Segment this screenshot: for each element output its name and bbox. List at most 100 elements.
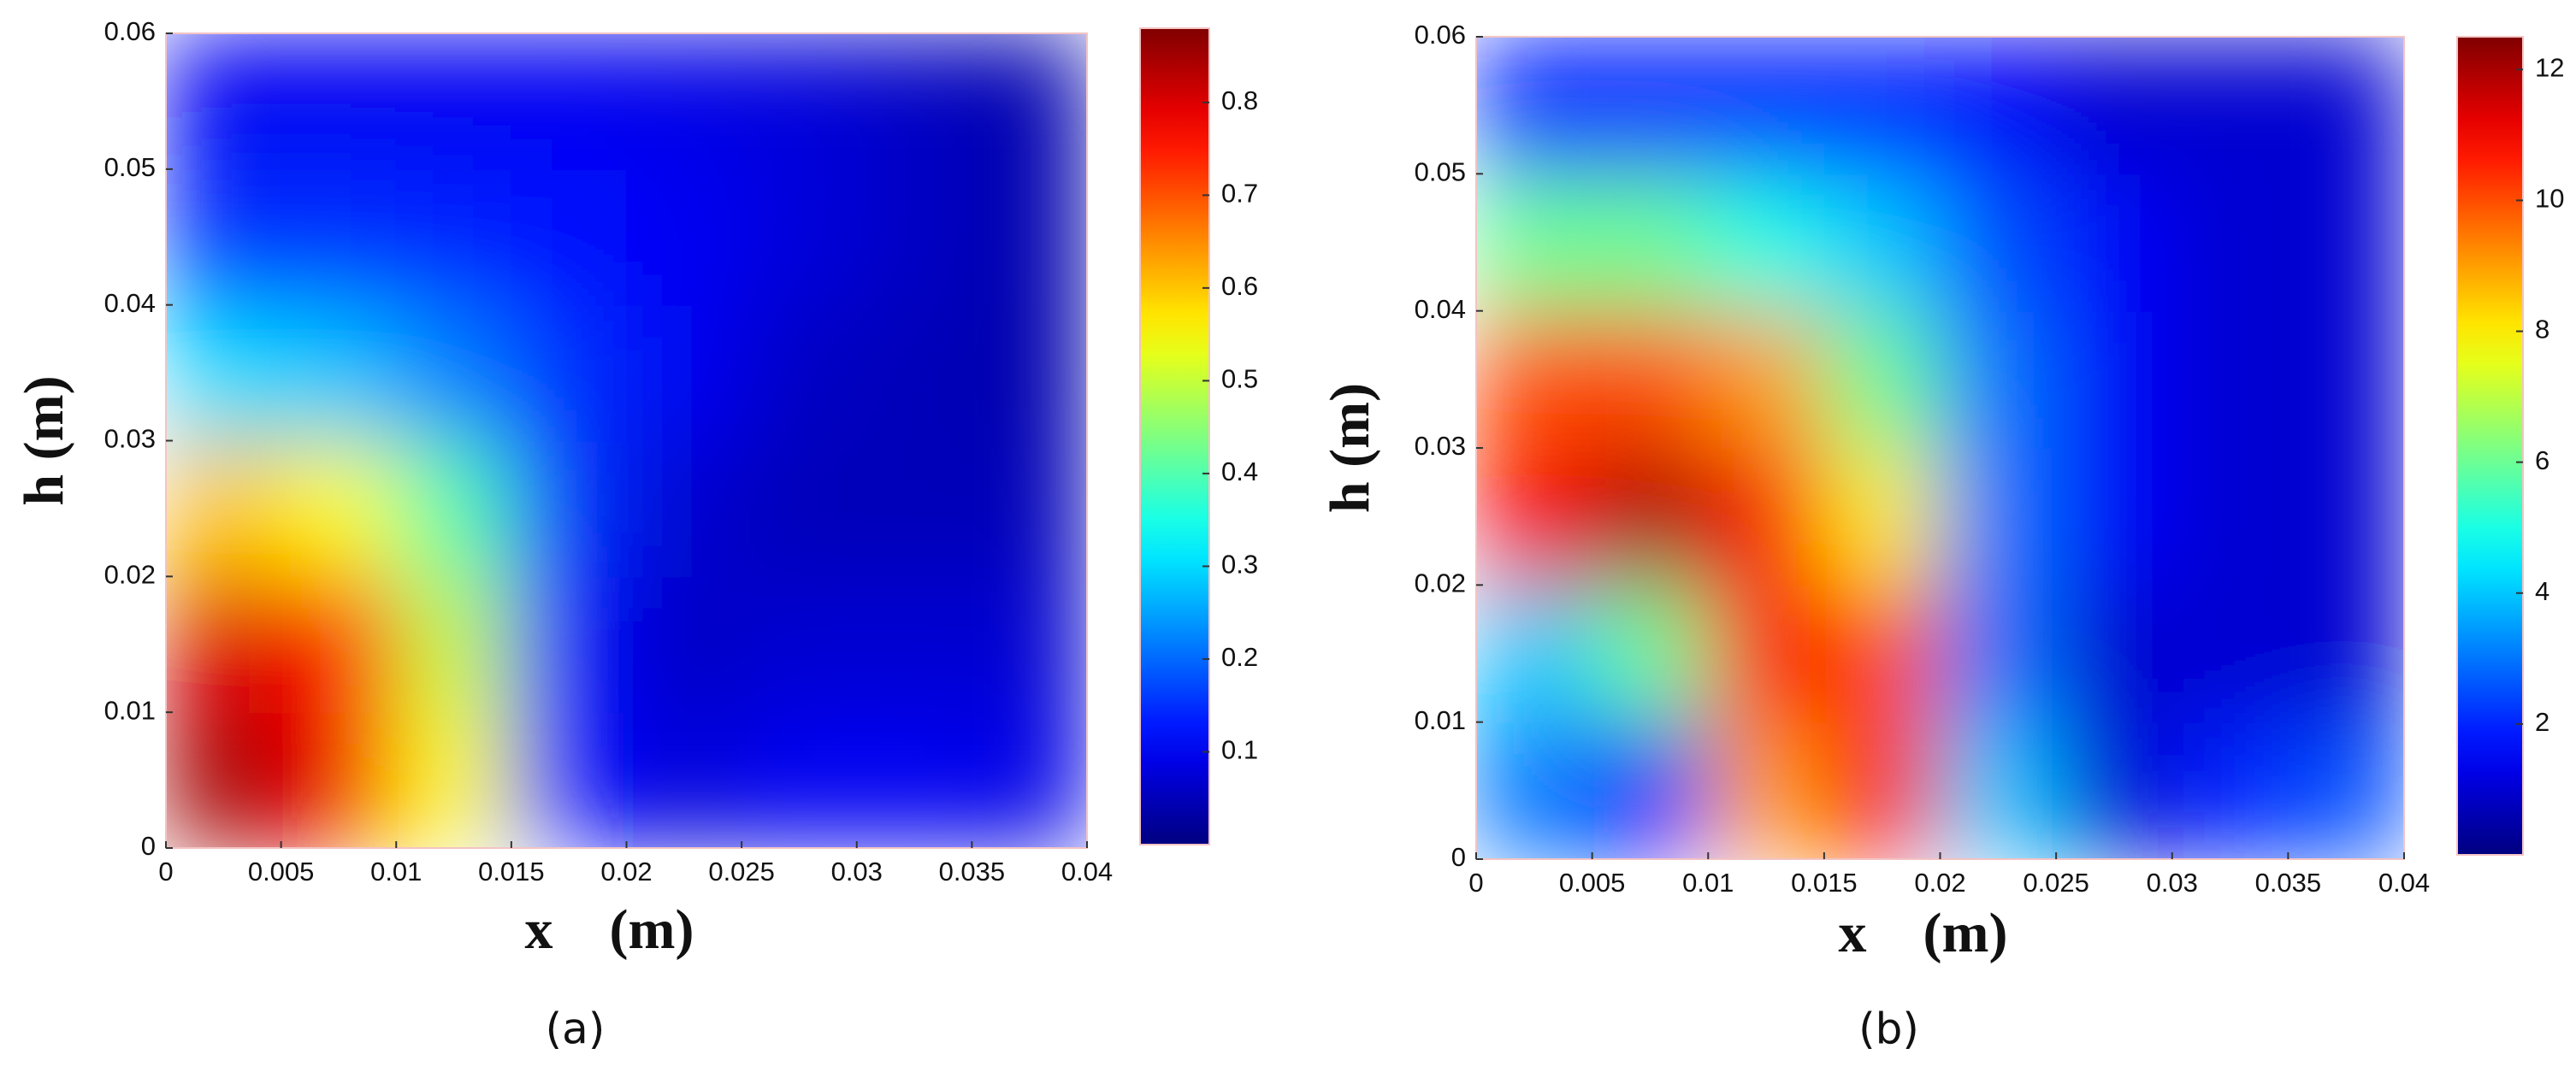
heatmap-cell: [971, 439, 1087, 578]
heatmap-cell: [1707, 173, 1825, 312]
heatmap-cell: [395, 303, 512, 442]
heatmap-cell: [971, 33, 1087, 170]
heatmap-cell: [1476, 584, 1593, 723]
colorbar-tick-label: 12: [2535, 52, 2564, 82]
y-tick-label: 0: [141, 831, 156, 861]
heatmap-cell: [166, 303, 282, 442]
heatmap-cell: [971, 168, 1087, 306]
y-tick-label: 0.05: [104, 152, 156, 182]
heatmap-cell: [855, 439, 973, 578]
x-axis-label: x (m): [525, 898, 694, 961]
x-tick-label: 0.015: [1791, 868, 1858, 898]
heatmap-cell: [1707, 584, 1825, 723]
y-tick-label: 0.02: [1415, 568, 1466, 598]
heatmap-cell: [510, 711, 628, 848]
heatmap-cell: [510, 575, 628, 714]
colorbar-tick-label: 0.8: [1221, 85, 1258, 115]
x-tick-label: 0: [158, 857, 173, 886]
y-tick-label: 0.02: [104, 560, 156, 590]
heatmap-cell: [2171, 37, 2289, 175]
colorbar: [1139, 27, 1210, 845]
heatmap-cell: [625, 303, 743, 442]
heatmap-cell: [166, 711, 282, 848]
heatmap-cell: [971, 711, 1087, 848]
heatmap-cell: [1476, 309, 1593, 449]
heatmap-cell: [510, 168, 628, 306]
heatmap-cell: [1476, 447, 1593, 586]
heatmap-cell: [1591, 309, 1710, 449]
heatmap-cell: [1939, 721, 2058, 859]
heatmap-cell: [1939, 309, 2058, 449]
heatmap-cell: [280, 575, 398, 714]
colorbar-tick-label: 6: [2535, 445, 2549, 475]
heatmap-cell: [971, 575, 1087, 714]
colorbar-tick-label: 10: [2535, 184, 2564, 214]
heatmap-cell: [741, 439, 858, 578]
heatmap-cell: [395, 33, 512, 170]
heatmap-cell: [1707, 37, 1825, 175]
heatmap-cell: [395, 711, 512, 848]
heatmap-cell: [510, 439, 628, 578]
heatmap-cell: [625, 439, 743, 578]
plot-area: [166, 33, 1087, 848]
heatmap-cell: [2171, 447, 2289, 586]
y-tick-label: 0.06: [1415, 20, 1466, 50]
heatmap-cell: [166, 33, 282, 170]
heatmap-cell: [855, 168, 973, 306]
y-tick-label: 0.04: [104, 288, 156, 318]
x-tick-label: 0.01: [370, 857, 422, 886]
colorbar-tick-label: 0.2: [1221, 642, 1258, 672]
heatmap-cell: [855, 575, 973, 714]
heatmap-cells: [166, 33, 1087, 848]
colorbar-tick-label: 8: [2535, 315, 2549, 345]
x-tick-label: 0.005: [248, 857, 315, 886]
colorbar-tick-label: 0.5: [1221, 364, 1258, 394]
heatmap-cell: [855, 303, 973, 442]
x-tick-label: 0.03: [831, 857, 883, 886]
x-tick-label: 0.005: [1559, 868, 1626, 898]
heatmap-cell: [741, 711, 858, 848]
heatmap-cell: [1591, 37, 1710, 175]
heatmap-cell: [2055, 584, 2173, 723]
heatmap-cell: [2171, 721, 2289, 859]
y-axis-label: h (m): [1319, 383, 1381, 513]
colorbar-tick-label: 0.3: [1221, 550, 1258, 580]
heatmap-cell: [2287, 447, 2404, 586]
heatmap-cell: [166, 168, 282, 306]
heatmap-cell: [1476, 173, 1593, 312]
heatmap-cell: [2287, 309, 2404, 449]
caption: (a): [546, 1004, 606, 1054]
heatmap-cell: [741, 33, 858, 170]
heatmap-cell: [1823, 309, 1941, 449]
plot-area: [1476, 37, 2404, 859]
heatmap-cell: [2287, 721, 2404, 859]
x-tick-label: 0.015: [478, 857, 545, 886]
heatmap-cell: [280, 439, 398, 578]
x-tick-label: 0.03: [2147, 868, 2198, 898]
heatmap-cell: [741, 303, 858, 442]
x-axis-label: x (m): [1839, 902, 2008, 964]
heatmap-cell: [625, 711, 743, 848]
heatmap-cell: [510, 33, 628, 170]
heatmap-cell: [1939, 37, 2058, 175]
x-tick-label: 0.02: [600, 857, 652, 886]
heatmap-cell: [1823, 447, 1941, 586]
heatmap-cell: [625, 168, 743, 306]
colorbar-tick-label: 0.1: [1221, 735, 1258, 765]
heatmap-cell: [1476, 721, 1593, 859]
heatmap-cell: [855, 711, 973, 848]
x-tick-label: 0.035: [2255, 868, 2322, 898]
heatmap-cell: [1707, 309, 1825, 449]
heatmap-cell: [280, 168, 398, 306]
y-tick-label: 0.05: [1415, 157, 1466, 187]
colorbar-tick-label: 0.4: [1221, 456, 1258, 486]
heatmap-cell: [510, 303, 628, 442]
heatmap-cell: [2287, 173, 2404, 312]
heatmap-cell: [625, 575, 743, 714]
heatmap-cell: [166, 439, 282, 578]
y-axis-label: h (m): [13, 375, 75, 505]
heatmap-cell: [855, 33, 973, 170]
heatmap-cell: [625, 33, 743, 170]
heatmap-cell: [1939, 584, 2058, 723]
